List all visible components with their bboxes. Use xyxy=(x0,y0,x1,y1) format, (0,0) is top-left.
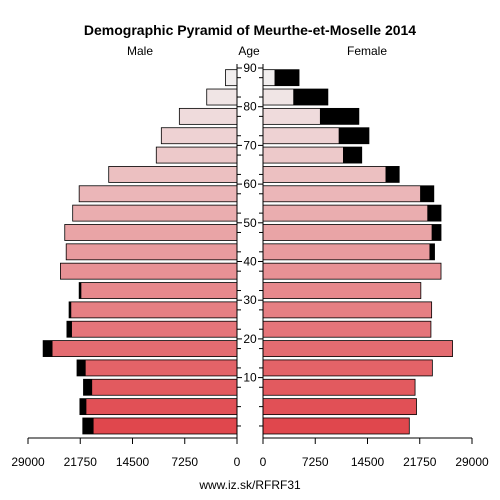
male-excess-20-24 xyxy=(43,340,53,357)
x-tick-label-right: 29000 xyxy=(455,455,489,469)
female-excess-70-74 xyxy=(342,147,362,164)
male-bar-75-79 xyxy=(160,127,238,145)
male-bar-35-39 xyxy=(78,282,238,299)
male-bar-70-74 xyxy=(155,146,238,164)
male-excess-25-29 xyxy=(66,321,72,338)
age-tick-label: 60 xyxy=(243,177,257,191)
x-tick-label-left: 29000 xyxy=(11,455,45,469)
male-bar-85-89 xyxy=(206,88,238,106)
male-excess-5-9 xyxy=(79,398,87,415)
x-tick-label-right: 21750 xyxy=(403,455,437,469)
female-bar-30-34 xyxy=(262,301,433,319)
male-bar-15-19 xyxy=(76,359,238,377)
x-tick-label-left: 14500 xyxy=(116,455,150,469)
female-excess-80-84 xyxy=(319,108,359,125)
male-bar-60-64 xyxy=(78,185,238,203)
female-excess-45-49 xyxy=(429,243,435,260)
female-excess-65-69 xyxy=(385,166,400,183)
female-excess-55-59 xyxy=(427,205,442,222)
male-bar-20-24 xyxy=(42,340,238,357)
female-label: Female xyxy=(347,44,387,58)
male-bar-80-84 xyxy=(178,107,238,125)
female-bar-45-49 xyxy=(262,243,435,261)
x-tick-label-right: 7250 xyxy=(302,455,329,469)
bars-layer xyxy=(42,69,453,435)
male-label: Male xyxy=(127,44,153,58)
male-bar-30-34 xyxy=(68,301,238,319)
female-bar-55-59 xyxy=(262,204,442,222)
x-tick-layer: 29000 21750 14500 7250 0 0 7250 14500 21750 29000 xyxy=(11,438,489,469)
male-bar-25-29 xyxy=(66,320,238,338)
male-excess-35-39 xyxy=(79,282,82,299)
female-bar-35-39 xyxy=(262,282,422,299)
footer-text: www.iz.sk/RFRF31 xyxy=(198,478,301,492)
x-tick-label-left: 0 xyxy=(234,455,241,469)
male-bar-5-9 xyxy=(79,398,238,416)
female-excess-75-79 xyxy=(338,127,369,144)
male-bar-10-14 xyxy=(83,378,238,396)
male-excess-15-19 xyxy=(77,359,86,376)
female-bar-0-4 xyxy=(262,417,410,435)
age-label: Age xyxy=(238,44,260,58)
female-bar-60-64 xyxy=(262,185,435,203)
female-excess-85-89 xyxy=(293,89,328,106)
x-tick-label-right: 0 xyxy=(260,455,267,469)
male-excess-0-4 xyxy=(82,417,94,434)
age-tick-label: 90 xyxy=(243,61,257,75)
female-bar-65-69 xyxy=(262,166,400,183)
female-excess-90+ xyxy=(274,69,300,86)
female-bar-15-19 xyxy=(262,359,433,377)
age-tick-label: 50 xyxy=(243,216,257,230)
age-tick-label: 80 xyxy=(243,100,257,114)
female-bar-50-54 xyxy=(262,224,442,241)
male-excess-30-34 xyxy=(69,301,72,318)
age-tick-label: 70 xyxy=(243,138,257,152)
x-tick-label-left: 7250 xyxy=(171,455,198,469)
x-tick-label-right: 14500 xyxy=(351,455,385,469)
female-excess-50-54 xyxy=(431,224,442,241)
male-bar-0-4 xyxy=(82,417,238,435)
female-excess-60-64 xyxy=(420,185,434,202)
male-bar-90+ xyxy=(225,69,238,87)
age-tick-label: 10 xyxy=(243,371,257,385)
age-tick-layer: 10 20 30 40 50 60 70 80 90 xyxy=(237,61,263,427)
age-tick-label: 20 xyxy=(243,332,257,346)
chart-title: Demographic Pyramid of Meurthe-et-Mosell… xyxy=(84,22,416,38)
male-excess-10-14 xyxy=(83,379,93,396)
male-bar-65-69 xyxy=(108,166,238,183)
female-bar-40-44 xyxy=(262,262,442,280)
female-bar-25-29 xyxy=(262,320,432,338)
female-bar-10-14 xyxy=(262,378,416,396)
x-tick-label-left: 21750 xyxy=(64,455,98,469)
female-bar-20-24 xyxy=(262,340,453,357)
age-tick-label: 40 xyxy=(243,255,257,269)
female-bar-5-9 xyxy=(262,398,417,416)
male-bar-45-49 xyxy=(65,243,238,261)
male-bar-55-59 xyxy=(72,204,238,222)
male-bar-40-44 xyxy=(60,262,238,280)
age-tick-label: 30 xyxy=(243,293,257,307)
male-bar-50-54 xyxy=(64,224,238,241)
